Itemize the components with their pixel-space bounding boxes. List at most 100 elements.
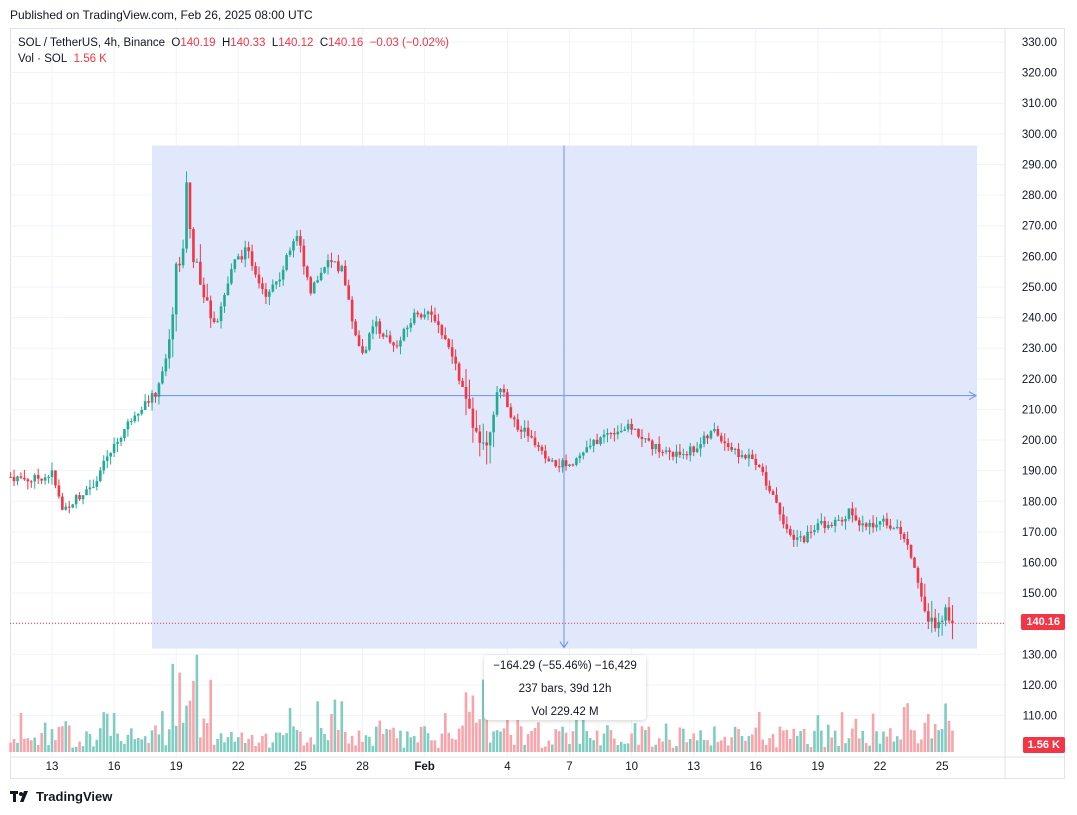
- volume-bar: [188, 700, 192, 752]
- candle-body: [675, 451, 678, 457]
- candle-body: [664, 450, 668, 453]
- volume-bar: [716, 741, 720, 752]
- legend-low-value: 140.12: [278, 37, 314, 49]
- candle-body: [747, 454, 751, 459]
- volume-bar: [485, 718, 488, 752]
- measure-v-arrow: [559, 641, 569, 649]
- candle-body: [95, 481, 99, 487]
- volume-bar: [851, 728, 854, 752]
- candle-body: [789, 529, 792, 535]
- y-tick-label: 230.00: [1022, 343, 1057, 355]
- volume-bar: [799, 731, 802, 752]
- volume-bar: [920, 739, 923, 752]
- candle-body: [147, 401, 150, 403]
- volume-bar: [71, 747, 74, 752]
- candle-body: [613, 433, 616, 435]
- volume-bar: [826, 724, 830, 752]
- volume-bar: [268, 747, 271, 752]
- candle-body: [409, 323, 413, 328]
- candle-body: [36, 474, 40, 479]
- volume-bar: [864, 743, 868, 752]
- volume-bar: [378, 720, 382, 752]
- volume-bar: [519, 726, 523, 752]
- volume-bar: [67, 725, 71, 752]
- candle-body: [488, 432, 492, 446]
- last-price-tag: 140.16: [1021, 614, 1065, 630]
- volume-bar: [475, 722, 478, 752]
- volume-bar: [450, 738, 454, 752]
- volume-bar: [92, 746, 95, 752]
- legend-volume-label[interactable]: Vol · SOL: [18, 53, 68, 65]
- candle-body: [136, 413, 140, 416]
- volume-bar: [402, 747, 406, 752]
- volume-bar: [316, 701, 319, 752]
- candle-body: [226, 283, 230, 295]
- volume-bar: [57, 726, 61, 752]
- volume-bar: [854, 718, 858, 752]
- volume-bar: [223, 742, 226, 752]
- volume-bar: [588, 737, 592, 752]
- volume-bar: [782, 730, 785, 752]
- candle-body: [333, 261, 337, 263]
- volume-bar: [168, 729, 171, 752]
- measure-bars: 237 bars, 39d 12h: [518, 683, 612, 695]
- volume-bar: [423, 726, 426, 752]
- candle-body: [688, 446, 692, 456]
- volume-bar: [537, 722, 540, 752]
- volume-bar: [178, 672, 181, 752]
- volume-bar: [754, 727, 758, 752]
- volume-bar: [595, 730, 599, 752]
- volume-bar: [768, 738, 771, 752]
- volume-bar: [651, 746, 654, 752]
- y-tick-label: 110.00: [1023, 711, 1057, 723]
- candle-body: [585, 447, 589, 453]
- volume-bar: [116, 733, 119, 752]
- y-tick-label: 320.00: [1022, 68, 1057, 80]
- volume-bar: [61, 726, 64, 752]
- candle-body: [930, 617, 934, 622]
- volume-bar: [230, 731, 233, 752]
- published-caption: Published on TradingView.com, Feb 26, 20…: [10, 8, 313, 22]
- legend-open-value: 140.19: [180, 37, 216, 49]
- candle-body: [785, 524, 789, 530]
- candle-body: [837, 519, 840, 521]
- candle-body: [133, 415, 137, 422]
- candle-body: [706, 435, 709, 439]
- candle-body: [454, 356, 457, 364]
- candle-body: [212, 318, 216, 323]
- candle-body: [737, 448, 740, 458]
- volume-bar: [444, 713, 447, 752]
- volume-bar: [26, 738, 30, 752]
- volume-bar: [109, 735, 112, 752]
- candle-body: [330, 260, 333, 262]
- volume-bar: [885, 736, 889, 752]
- candle-body: [112, 443, 116, 453]
- candle-body: [740, 455, 744, 458]
- volume-bar: [426, 733, 430, 752]
- volume-bar: [392, 727, 395, 752]
- candle-body: [951, 620, 954, 624]
- volume-bar: [568, 743, 571, 752]
- candle-body: [571, 464, 575, 466]
- volume-bars: [9, 654, 954, 752]
- candle-body: [57, 485, 61, 497]
- candle-body: [350, 299, 354, 322]
- x-tick-label: 16: [108, 761, 121, 773]
- tradingview-logo[interactable]: TradingView: [10, 789, 112, 804]
- volume-bar: [751, 734, 754, 752]
- y-tick-label: 150.00: [1022, 588, 1057, 600]
- candle-body: [902, 533, 906, 540]
- volume-bar: [433, 740, 437, 752]
- candle-body: [199, 261, 202, 285]
- candle-body: [927, 611, 930, 622]
- candle-body: [343, 265, 347, 286]
- volume-bar: [609, 730, 613, 752]
- candle-body: [475, 427, 478, 432]
- y-tick-label: 120.00: [1022, 680, 1057, 692]
- volume-bar: [930, 738, 934, 752]
- legend-symbol[interactable]: SOL / TetherUS, 4h, Binance: [18, 37, 166, 49]
- candle-body: [630, 423, 633, 430]
- candle-body: [64, 506, 68, 510]
- candle-body: [281, 269, 285, 280]
